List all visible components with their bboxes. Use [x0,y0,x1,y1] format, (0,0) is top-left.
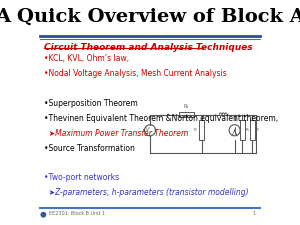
Text: A Quick Overview of Block A: A Quick Overview of Block A [0,8,300,26]
Text: Circuit Theorem and Analysis Techniques: Circuit Theorem and Analysis Techniques [44,43,253,52]
Bar [240,120,245,140]
Text: R₂: R₂ [246,128,250,132]
Text: EE2301: Block B Unit 1: EE2301: Block B Unit 1 [49,212,105,216]
Text: ➤Z-parameters, h-parameters (transistor modelling): ➤Z-parameters, h-parameters (transistor … [44,188,249,197]
Text: •Source Transformation: •Source Transformation [44,144,135,153]
Text: R₁: R₁ [184,104,189,109]
Text: V: V [146,127,149,132]
Text: Rₗ: Rₗ [194,128,198,132]
Text: •Nodal Voltage Analysis, Mesh Current Analysis: •Nodal Voltage Analysis, Mesh Current An… [44,69,227,78]
Text: 1: 1 [252,212,256,216]
Text: Rₗ: Rₗ [256,128,260,132]
Circle shape [41,212,46,217]
Bar [199,120,204,140]
Text: ➤Maximum Power Transfer Theorem: ➤Maximum Power Transfer Theorem [44,129,189,138]
Text: •Two-port networks: •Two-port networks [44,173,120,182]
Text: •KCL, KVL, Ohm’s law,: •KCL, KVL, Ohm’s law, [44,54,130,63]
Text: •Superposition Theorem: •Superposition Theorem [44,99,138,108]
Bar [178,112,194,117]
Bar [250,120,255,140]
Text: I: I [234,128,236,133]
Text: •Thevinen Equivalent Theorem &Norton equivalent theorem,: •Thevinen Equivalent Theorem &Norton equ… [44,114,279,123]
